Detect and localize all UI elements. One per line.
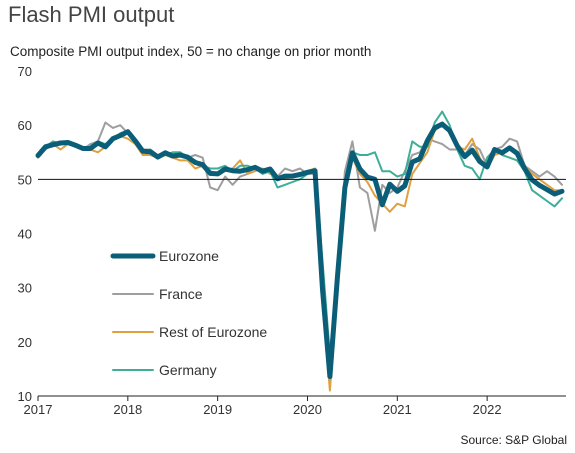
x-tick-label: 2021 (383, 402, 412, 417)
y-tick-label: 50 (18, 172, 32, 187)
legend-label-eurozone: Eurozone (159, 248, 219, 264)
x-tick-label: 2017 (24, 402, 53, 417)
legend-label-france: France (159, 286, 203, 302)
legend-label-rest-of-eurozone: Rest of Eurozone (159, 324, 267, 340)
x-tick-label: 2020 (293, 402, 322, 417)
series-line-eurozone (35, 121, 565, 379)
legend: Eurozone France Rest of Eurozone Germany (110, 248, 267, 378)
y-tick-label: 40 (18, 227, 32, 242)
source-note: Source: S&P Global (460, 433, 567, 447)
chart-subtitle: Composite PMI output index, 50 = no chan… (10, 44, 372, 59)
y-tick-label: 60 (18, 118, 32, 133)
series-layer (35, 110, 565, 392)
y-tick-label: 30 (18, 281, 32, 296)
x-tick-label: 2018 (113, 402, 142, 417)
x-tick-label: 2019 (203, 402, 232, 417)
x-tick-label: 2022 (473, 402, 502, 417)
y-tick-label: 70 (18, 64, 32, 79)
legend-label-germany: Germany (159, 362, 217, 378)
y-tick-label: 10 (18, 389, 32, 404)
x-axis: 2017 2018 2019 2020 2021 2022 (24, 395, 566, 417)
y-axis: 10 20 30 40 50 60 70 (18, 64, 32, 404)
y-tick-label: 20 (18, 335, 32, 350)
chart-title: Flash PMI output (8, 2, 175, 27)
series-line-germany (37, 110, 563, 357)
